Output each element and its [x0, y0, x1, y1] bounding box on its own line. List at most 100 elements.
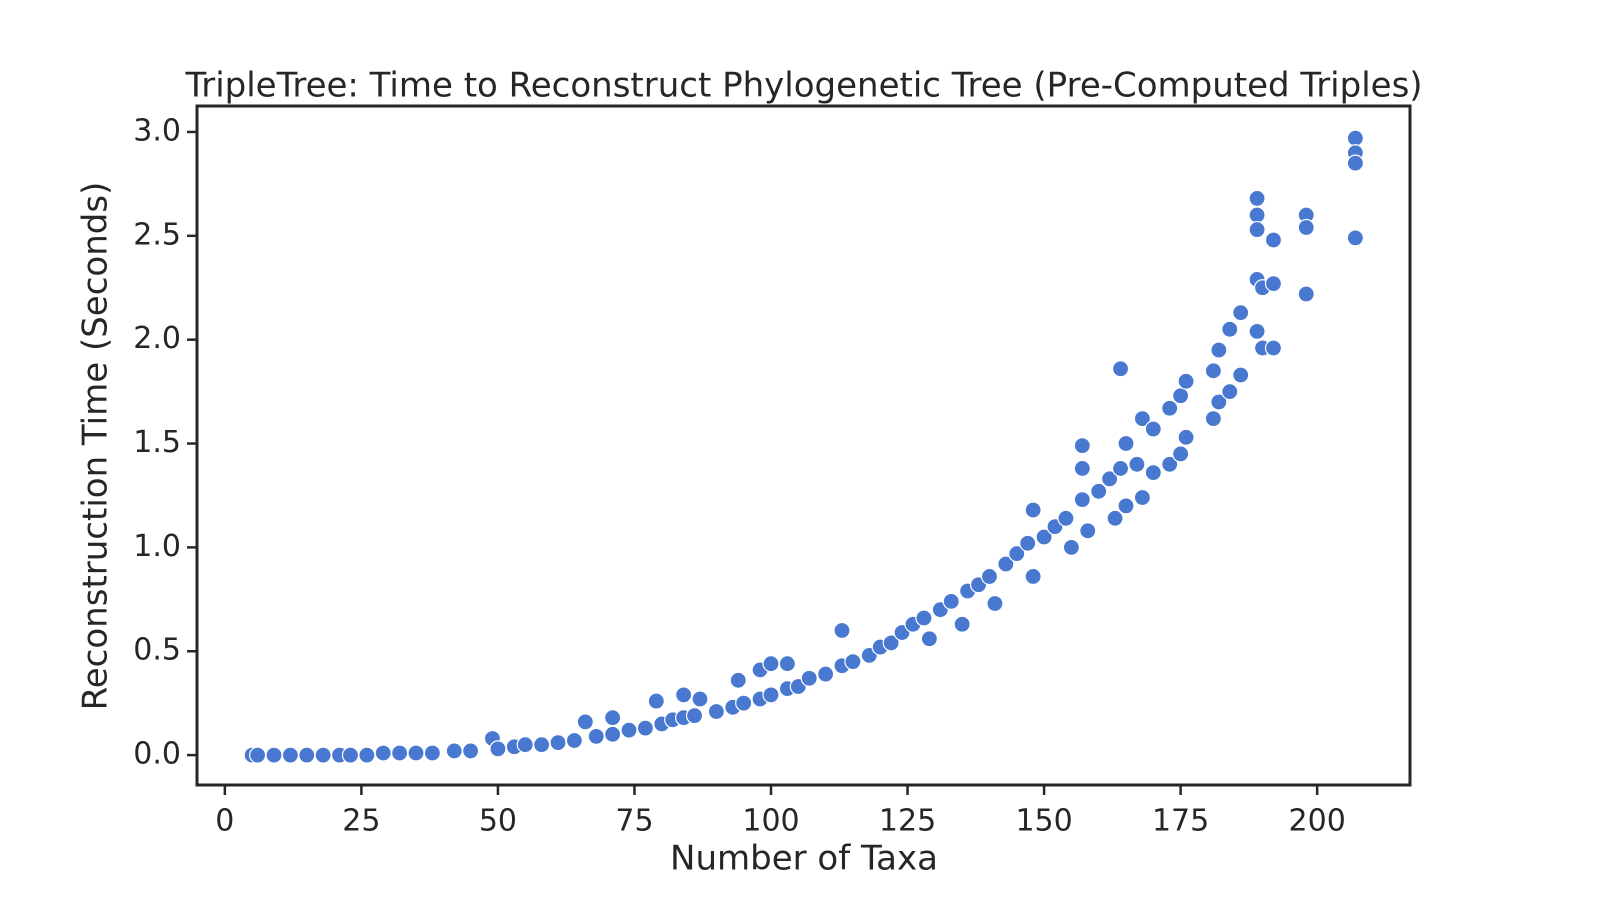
- point: [265, 746, 283, 764]
- point: [423, 744, 441, 762]
- point: [1264, 231, 1283, 249]
- point: [1133, 410, 1151, 428]
- point: [1111, 360, 1130, 378]
- point: [1221, 320, 1239, 338]
- x-tick-label: 0: [215, 804, 234, 839]
- x-tick-label: 50: [479, 804, 517, 839]
- point: [1057, 509, 1075, 527]
- point: [374, 744, 392, 762]
- point: [565, 731, 583, 750]
- point: [1101, 470, 1119, 488]
- point: [1019, 534, 1037, 552]
- x-tick-label: 200: [1289, 804, 1346, 839]
- point: [691, 690, 709, 708]
- point: [1264, 339, 1283, 357]
- point: [1008, 545, 1026, 563]
- point: [1079, 522, 1097, 540]
- y-tick-label: 3.0: [133, 113, 181, 148]
- point: [1024, 567, 1042, 586]
- point: [1210, 393, 1228, 411]
- point: [1144, 420, 1162, 438]
- point: [1073, 491, 1091, 509]
- x-tick-label: 125: [879, 804, 936, 839]
- y-axis-label: Reconstruction Time (Seconds): [76, 182, 116, 711]
- x-tick-label: 150: [1015, 804, 1072, 839]
- point: [685, 707, 704, 725]
- point: [576, 713, 594, 731]
- y-tick-label: 1.0: [133, 529, 181, 564]
- point: [1172, 387, 1190, 405]
- point: [604, 725, 622, 743]
- point: [735, 694, 753, 712]
- point: [587, 727, 605, 745]
- point: [533, 736, 551, 754]
- point: [620, 721, 638, 739]
- point: [1117, 497, 1135, 515]
- point: [516, 736, 534, 754]
- point: [1073, 459, 1091, 478]
- point: [358, 746, 376, 764]
- y-tick-label: 0.5: [133, 633, 181, 668]
- point: [817, 665, 835, 683]
- point: [980, 567, 999, 586]
- point: [407, 744, 425, 762]
- point: [1297, 285, 1315, 303]
- y-tick-label: 1.5: [133, 425, 181, 460]
- point: [1161, 455, 1179, 473]
- point: [636, 719, 654, 737]
- point: [489, 740, 507, 758]
- point: [1204, 362, 1222, 380]
- point: [882, 634, 900, 652]
- point: [647, 692, 665, 710]
- x-tick-label: 25: [342, 804, 380, 839]
- point: [942, 592, 960, 610]
- x-axis-label: Number of Taxa: [670, 839, 938, 879]
- point: [1248, 220, 1266, 239]
- point: [1221, 382, 1239, 401]
- point: [298, 746, 316, 764]
- point: [729, 671, 747, 689]
- point: [953, 615, 971, 633]
- y-tick-label: 2.5: [133, 217, 181, 252]
- point: [314, 746, 332, 764]
- x-tick-label: 100: [742, 804, 799, 839]
- point: [707, 702, 725, 721]
- chart-title: TripleTree: Time to Reconstruct Phylogen…: [184, 66, 1422, 106]
- point: [778, 655, 796, 673]
- point: [1024, 501, 1042, 519]
- point: [1248, 189, 1266, 208]
- point: [915, 609, 933, 627]
- point: [1111, 459, 1130, 478]
- point: [1297, 218, 1315, 237]
- point: [1248, 206, 1266, 224]
- point: [833, 621, 851, 640]
- point: [675, 686, 693, 704]
- point: [445, 742, 463, 760]
- point: [762, 655, 780, 673]
- point: [1035, 528, 1053, 546]
- point: [1210, 341, 1228, 359]
- point: [1090, 482, 1108, 500]
- point: [1128, 455, 1146, 473]
- point: [1177, 372, 1195, 390]
- point: [1144, 464, 1162, 482]
- point: [920, 630, 938, 648]
- point: [1133, 488, 1151, 507]
- point: [844, 653, 862, 671]
- x-tick-label: 75: [615, 804, 653, 839]
- point: [249, 746, 267, 764]
- point: [341, 746, 360, 764]
- point: [549, 734, 567, 752]
- point: [800, 669, 818, 687]
- point: [1248, 322, 1266, 340]
- point: [462, 742, 480, 760]
- point: [1232, 304, 1250, 322]
- point: [1204, 410, 1222, 428]
- point: [1232, 366, 1250, 384]
- point: [1106, 509, 1124, 527]
- point: [1172, 445, 1190, 463]
- y-tick-label: 0.0: [133, 737, 181, 772]
- y-tick-label: 2.0: [133, 321, 181, 356]
- point: [604, 709, 622, 727]
